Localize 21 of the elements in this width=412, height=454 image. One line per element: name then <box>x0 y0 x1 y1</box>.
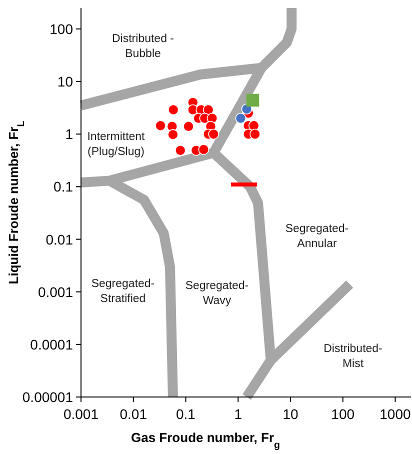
y-tick-label: 0.001 <box>38 284 74 300</box>
y-tick-label: 0.01 <box>46 231 74 248</box>
x-tick-label: 0.01 <box>120 406 148 422</box>
annotation: Distributed- Mist <box>324 343 383 370</box>
y-tick-label: 10 <box>57 74 74 90</box>
x-tick-label: 10 <box>282 406 298 422</box>
annotation: Segregated- Wavy <box>185 280 249 307</box>
x-tick-label: 1 <box>234 406 242 422</box>
x-axis-title: Gas Froude number, Fr$_{g}$ <box>131 430 280 450</box>
y-tick-label: 0.1 <box>54 178 74 195</box>
x-tick-label: 100 <box>331 406 355 422</box>
annotation: Intermittent (Plug/Slug) <box>87 131 146 158</box>
y-tick-label: 0.0001 <box>30 336 74 352</box>
y-tick-label: 100 <box>50 20 74 37</box>
x-tick-label: 1000 <box>380 406 412 422</box>
annotation: Segregated- Annular <box>285 223 349 250</box>
x-tick-label: 0.1 <box>176 406 196 422</box>
y-tick-label: 0.00001 <box>22 389 74 405</box>
y-tick-label: 1 <box>65 126 74 142</box>
annotation: Distributed - Bubble <box>112 33 174 60</box>
annotation: Segregated- Stratified <box>91 278 155 305</box>
